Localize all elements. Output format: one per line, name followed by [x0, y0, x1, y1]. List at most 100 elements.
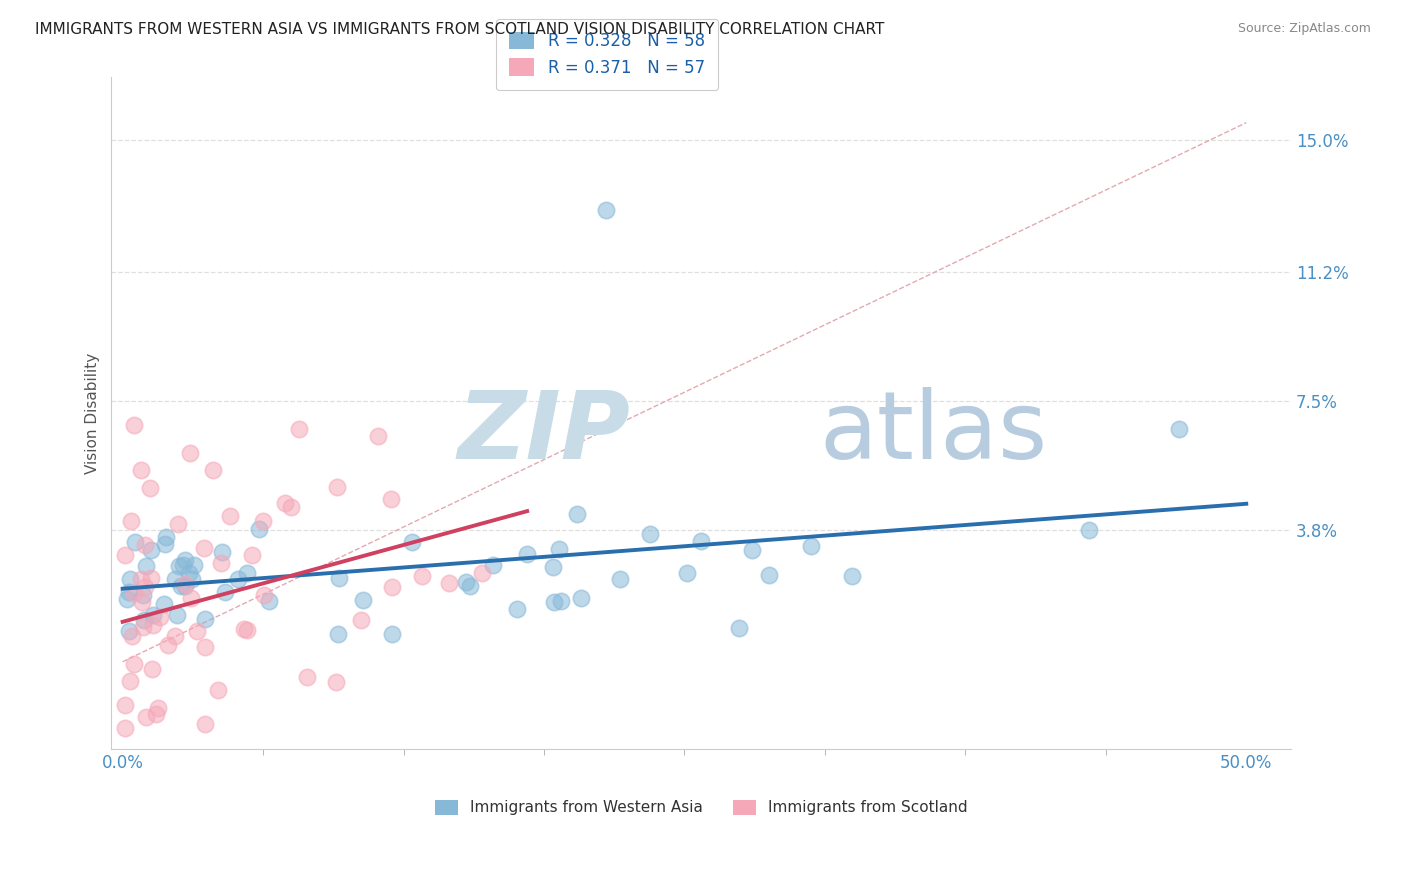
Point — [118, 674, 141, 689]
Point — [145, 706, 167, 721]
Point — [122, 657, 145, 672]
Point — [193, 541, 215, 556]
Point — [174, 578, 197, 592]
Point — [328, 571, 350, 585]
Point — [194, 612, 217, 626]
Point — [482, 558, 505, 573]
Point — [609, 572, 631, 586]
Point — [401, 535, 423, 549]
Point — [148, 701, 170, 715]
Point — [169, 559, 191, 574]
Point — [728, 621, 751, 635]
Point — [471, 566, 494, 580]
Point — [122, 418, 145, 433]
Point — [181, 572, 204, 586]
Point — [1167, 422, 1189, 436]
Point — [676, 566, 699, 580]
Point — [141, 571, 163, 585]
Point — [257, 594, 280, 608]
Point — [226, 572, 249, 586]
Point — [138, 481, 160, 495]
Point — [179, 566, 201, 580]
Point — [207, 683, 229, 698]
Point — [180, 591, 202, 606]
Point — [118, 585, 141, 599]
Y-axis label: Vision Disability: Vision Disability — [86, 352, 100, 474]
Point — [115, 592, 138, 607]
Point — [367, 428, 389, 442]
Text: IMMIGRANTS FROM WESTERN ASIA VS IMMIGRANTS FROM SCOTLAND VISION DISABILITY CORRE: IMMIGRANTS FROM WESTERN ASIA VS IMMIGRAN… — [35, 22, 884, 37]
Point — [120, 819, 142, 833]
Point — [124, 535, 146, 549]
Point — [352, 592, 374, 607]
Point — [194, 640, 217, 655]
Point — [142, 608, 165, 623]
Point — [153, 537, 176, 551]
Point — [141, 663, 163, 677]
Point — [297, 670, 319, 684]
Point — [129, 463, 152, 477]
Point — [170, 579, 193, 593]
Point — [236, 566, 259, 581]
Point — [547, 541, 569, 556]
Point — [114, 721, 136, 735]
Text: Source: ZipAtlas.com: Source: ZipAtlas.com — [1237, 22, 1371, 36]
Point — [142, 618, 165, 632]
Point — [201, 463, 224, 477]
Point — [274, 495, 297, 509]
Point — [134, 538, 156, 552]
Point — [174, 553, 197, 567]
Point — [214, 585, 236, 599]
Point — [758, 568, 780, 582]
Point — [800, 539, 823, 553]
Point — [288, 422, 311, 436]
Point — [131, 572, 153, 586]
Point — [325, 675, 347, 690]
Point — [114, 548, 136, 562]
Text: ZIP: ZIP — [457, 387, 630, 479]
Point — [350, 613, 373, 627]
Point — [236, 624, 259, 638]
Point — [454, 574, 477, 589]
Point — [118, 572, 141, 586]
Point — [131, 595, 153, 609]
Point — [567, 508, 589, 522]
Point — [505, 601, 527, 615]
Point — [381, 627, 404, 641]
Point — [163, 629, 186, 643]
Point — [163, 572, 186, 586]
Point — [569, 591, 592, 606]
Point — [139, 543, 162, 558]
Point — [252, 514, 274, 528]
Point — [153, 797, 176, 812]
Point — [543, 595, 565, 609]
Point — [135, 709, 157, 723]
Point — [149, 610, 172, 624]
Point — [155, 530, 177, 544]
Point — [156, 638, 179, 652]
Point — [326, 480, 349, 494]
Point — [247, 522, 270, 536]
Point — [179, 446, 201, 460]
Point — [172, 558, 194, 573]
Point — [132, 588, 155, 602]
Point — [381, 580, 404, 594]
Point — [253, 588, 276, 602]
Point — [132, 619, 155, 633]
Point — [458, 579, 481, 593]
Point — [541, 559, 564, 574]
Point — [166, 608, 188, 623]
Point — [1078, 523, 1101, 537]
Point — [186, 624, 208, 639]
Point — [183, 558, 205, 572]
Point — [209, 556, 232, 570]
Point — [134, 580, 156, 594]
Point — [328, 627, 350, 641]
Point — [152, 597, 174, 611]
Point — [516, 547, 538, 561]
Point — [118, 624, 141, 639]
Legend: Immigrants from Western Asia, Immigrants from Scotland: Immigrants from Western Asia, Immigrants… — [429, 793, 974, 822]
Point — [134, 614, 156, 628]
Point — [121, 629, 143, 643]
Point — [174, 577, 197, 591]
